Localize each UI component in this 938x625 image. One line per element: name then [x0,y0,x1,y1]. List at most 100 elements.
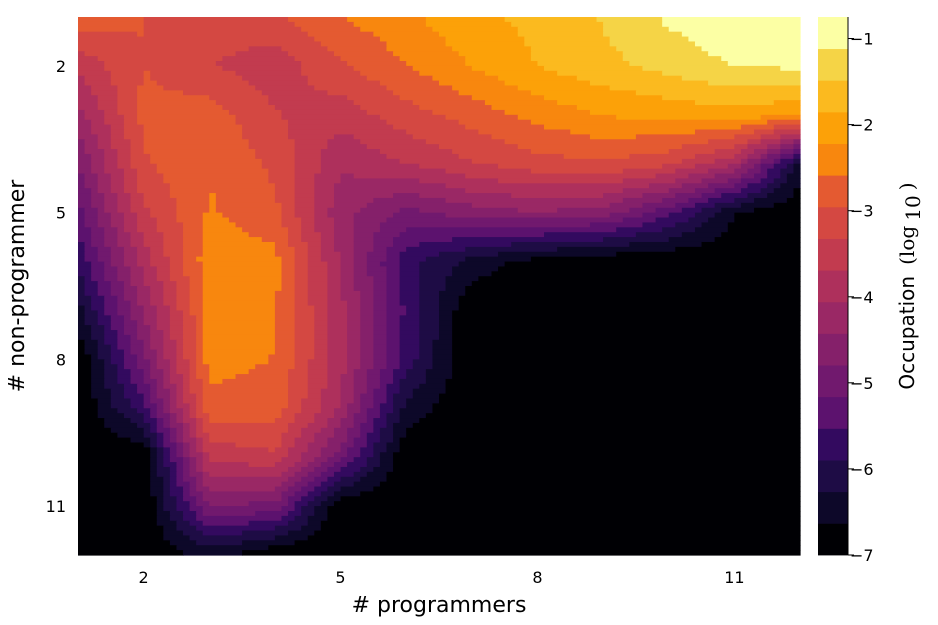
contour-cell [780,149,795,155]
contour-cell [97,344,112,351]
contour-cell [301,408,322,414]
contour-cell [248,232,289,238]
contour-cell [740,158,749,165]
contour-cell [288,237,302,243]
colorbar-tick-label: −2 [850,116,874,135]
contour-cell [143,281,164,287]
contour-cell [78,349,86,356]
contour-cell [379,222,591,228]
contour-cell [97,256,112,263]
contour-cell [570,129,696,135]
contour-cell [754,207,801,214]
contour-cell [353,241,374,248]
contour-cell [78,550,184,556]
contour-cell [386,320,401,326]
contour-cell [386,413,401,419]
contour-cell [143,31,309,38]
contour-cell [353,100,414,106]
contour-cell [97,173,112,179]
contour-cell [143,197,178,204]
contour-cell [347,462,368,468]
contour-cell [176,359,191,365]
contour-cell [156,80,250,87]
contour-cell [183,320,197,326]
contour-cell [268,354,296,360]
contour-cell [183,310,191,316]
contour-cell [274,525,302,532]
contour-cell [281,481,296,488]
contour-cell [314,339,329,346]
contour-cell [530,90,637,96]
contour-cell [130,300,138,307]
contour-cell [137,246,151,253]
colorbar-tick-label: −6 [850,460,874,479]
contour-cell [176,476,184,483]
contour-cell [78,300,92,307]
contour-cell [78,178,86,184]
contour-cell [458,119,532,126]
contour-cell [406,374,427,380]
contour-cell [386,251,401,258]
contour-cell [202,315,276,321]
contour-cell [760,134,781,140]
contour-cell [511,241,630,248]
contour-cell [327,437,348,444]
contour-cell [747,183,768,189]
contour-cell [458,295,801,302]
contour-cell [78,95,99,101]
contour-cell [320,408,335,414]
contour-cell [78,310,86,316]
contour-cell [143,339,151,346]
contour-cell [143,305,158,312]
contour-cell [530,168,624,175]
contour-cell [347,408,361,414]
contour-cell [327,300,348,307]
contour-cell [143,427,151,434]
contour-cell [123,178,138,184]
contour-cell [386,422,394,429]
contour-cell [228,109,283,116]
contour-cell [78,119,92,126]
contour-cell [110,139,132,145]
contour-cell [143,393,151,400]
contour-cell [557,207,630,214]
contour-cell [189,471,204,478]
contour-cell [452,320,801,326]
contour-cell [209,202,217,209]
contour-cell [294,344,315,351]
contour-cell [406,398,440,404]
contour-cell [196,427,204,434]
contour-cell [202,476,289,483]
contour-cell [268,168,296,175]
contour-cell [196,344,204,351]
contour-cell [432,344,453,351]
contour-cell [294,139,329,145]
contour-cell [130,310,145,316]
contour-cell [727,222,801,228]
contour-cell [97,413,125,419]
contour-cell [110,217,125,224]
contour-cell [117,202,132,209]
contour-cell [104,119,125,126]
contour-cell [379,374,394,380]
contour-cell [143,70,151,77]
contour-cell [576,75,683,82]
contour-cell [360,325,374,331]
contour-cell [419,300,440,307]
contour-cell [386,344,401,351]
contour-cell [366,251,388,258]
contour-cell [248,139,296,145]
contour-cell [360,398,374,404]
contour-cell [150,383,158,390]
contour-cell [189,276,204,282]
contour-cell [163,344,178,351]
contour-cell [110,281,125,287]
contour-cell [603,31,683,38]
contour-cell [393,462,801,468]
contour-cell [78,315,86,321]
contour-cell [327,207,361,214]
contour-cell [320,471,335,478]
contour-cell [708,139,749,145]
colorbar-title: Occupation [895,276,919,390]
contour-cell [78,183,86,189]
